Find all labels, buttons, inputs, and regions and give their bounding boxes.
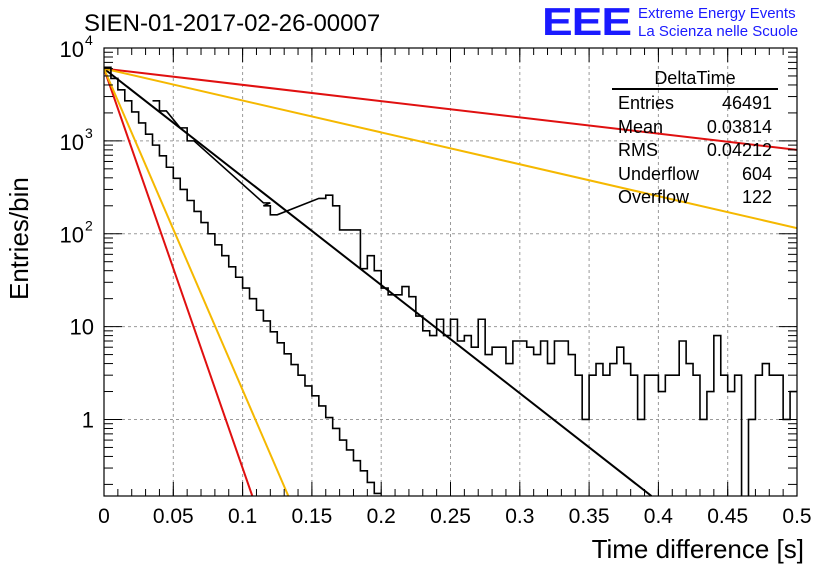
x-tick-label: 0.5 (782, 505, 811, 528)
fit-line (104, 67, 797, 230)
x-tick-label: 0.2 (367, 505, 396, 528)
y-axis-label: Entries/bin (4, 177, 34, 300)
stats-label: Underflow (618, 163, 700, 184)
stats-label: Mean (618, 116, 664, 137)
x-tick-label: 0.05 (153, 505, 194, 528)
x-tick-label: 0.35 (569, 505, 610, 528)
stats-box-title: DeltaTime (612, 68, 778, 90)
stats-row-rms: RMS 0.04212 (612, 139, 778, 163)
y-tick-label: 10 (60, 37, 84, 62)
stats-value: 0.04212 (706, 140, 772, 160)
stats-label: Entries (618, 93, 675, 113)
y-tick-label: 10 (70, 315, 94, 340)
stats-value: 0.03814 (706, 116, 772, 137)
logo-caption: Extreme Energy Events La Scienza nelle S… (638, 5, 798, 41)
chart-title: SIEN-01-2017-02-26-00007 (84, 10, 381, 37)
fit-line (104, 67, 797, 151)
logo-caption-line1: Extreme Energy Events (638, 5, 796, 22)
histogram-tail (152, 100, 797, 496)
x-tick-label: 0.45 (707, 505, 748, 528)
stats-label: RMS (618, 140, 658, 160)
x-tick-label: 0.3 (505, 505, 534, 528)
stats-value: 46491 (721, 93, 772, 113)
y-tick-exponent: 2 (85, 218, 93, 234)
x-tick-label: 0 (98, 505, 110, 528)
eee-logo: EEE (542, 0, 632, 44)
fit-line (104, 68, 254, 496)
logo-caption-line2: La Scienza nelle Scuole (638, 23, 799, 40)
y-tick-label: 10 (60, 223, 84, 248)
stats-box: DeltaTime Entries 46491 Mean 0.03814 RMS… (612, 68, 778, 210)
stats-row-underflow: Underflow 604 (612, 163, 778, 187)
y-tick-label: 10 (60, 130, 84, 155)
x-axis-label: Time difference [s] (591, 534, 804, 564)
x-tick-label: 0.15 (291, 505, 332, 528)
stats-value: 604 (741, 163, 772, 184)
stats-row-entries: Entries 46491 (612, 92, 778, 116)
x-tick-label: 0.4 (644, 505, 674, 528)
y-tick-label: 1 (82, 407, 94, 432)
stats-label: Overflow (618, 187, 690, 207)
fit-line (104, 68, 290, 496)
y-tick-exponent: 3 (85, 125, 93, 141)
x-tick-label: 0.25 (430, 505, 471, 528)
stats-value: 122 (741, 187, 772, 207)
stats-row-mean: Mean 0.03814 (612, 116, 778, 140)
y-tick-exponent: 4 (85, 32, 93, 48)
stats-row-overflow: Overflow 122 (612, 186, 778, 210)
fit-line (104, 67, 653, 496)
histogram-body (104, 66, 382, 495)
x-tick-label: 0.1 (228, 505, 257, 528)
